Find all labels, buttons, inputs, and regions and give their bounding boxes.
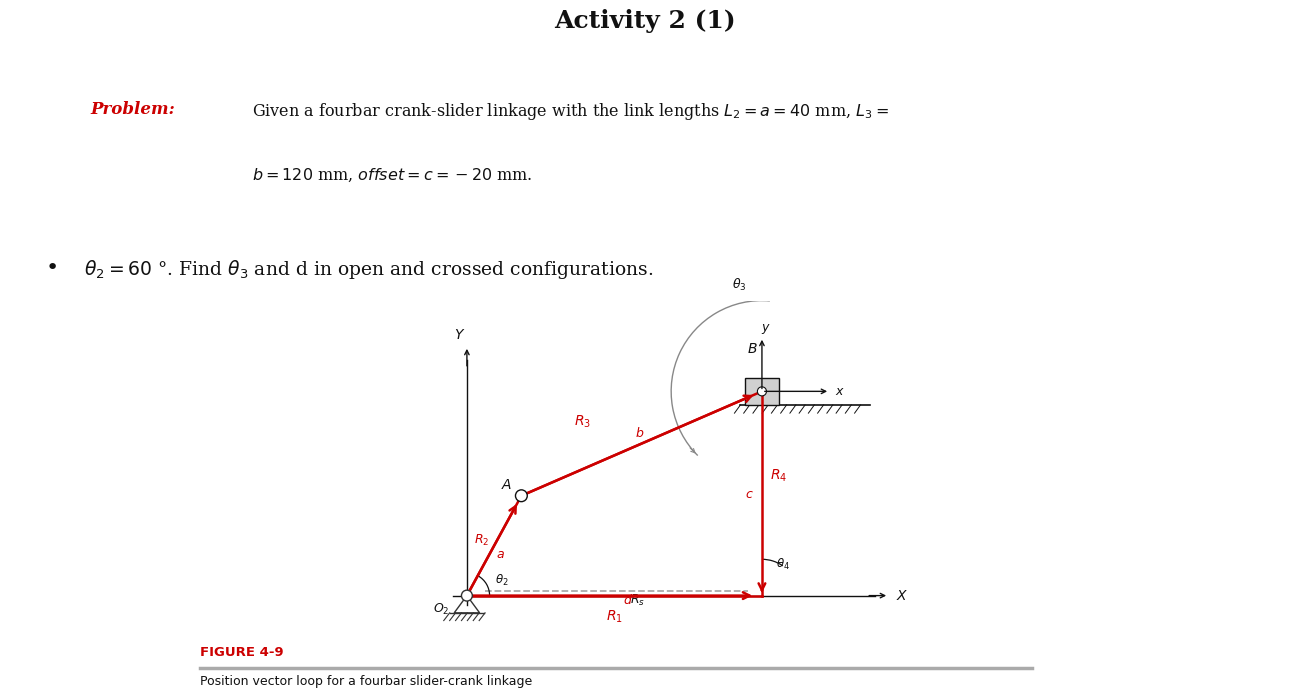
Text: $\theta_4$: $\theta_4$ (775, 556, 789, 572)
Text: $R_s$: $R_s$ (631, 593, 645, 608)
Text: $R_4$: $R_4$ (770, 468, 787, 484)
Text: $R_1$: $R_1$ (606, 609, 623, 625)
Text: $x$: $x$ (835, 385, 845, 398)
Text: Given a fourbar crank-slider linkage with the link lengths $L_2 = a = 40$ mm, $L: Given a fourbar crank-slider linkage wit… (252, 101, 889, 122)
Text: $y$: $y$ (761, 322, 770, 336)
Bar (744, 377, 779, 405)
Text: $R_3$: $R_3$ (574, 413, 591, 430)
Text: $b$: $b$ (635, 426, 644, 440)
Circle shape (757, 387, 766, 396)
Text: FIGURE 4-9: FIGURE 4-9 (200, 646, 284, 658)
Text: Problem:: Problem: (90, 101, 175, 117)
Text: $c$: $c$ (744, 488, 753, 501)
Text: Activity 2 (1): Activity 2 (1) (555, 10, 735, 34)
Text: Position vector loop for a fourbar slider-crank linkage: Position vector loop for a fourbar slide… (200, 675, 533, 689)
Text: $a$: $a$ (497, 549, 506, 561)
Circle shape (462, 590, 472, 601)
Text: $\theta_3$: $\theta_3$ (731, 278, 747, 294)
Text: $O_2$: $O_2$ (433, 602, 449, 617)
Text: $Y$: $Y$ (454, 328, 466, 342)
Text: $R_2$: $R_2$ (473, 533, 489, 547)
Text: $b = 120$ mm, $\mathit{offset} = c = -20$ mm.: $b = 120$ mm, $\mathit{offset} = c = -20… (252, 167, 533, 184)
Text: $\theta_2 = 60$ °. Find $\theta_3$ and d in open and crossed configurations.: $\theta_2 = 60$ °. Find $\theta_3$ and d… (84, 258, 653, 281)
Text: •: • (45, 258, 58, 278)
Text: $\theta_2$: $\theta_2$ (495, 573, 508, 589)
Text: $X$: $X$ (895, 589, 908, 603)
Text: $A$: $A$ (501, 478, 512, 492)
Text: $B$: $B$ (747, 342, 757, 356)
Circle shape (516, 490, 528, 502)
Text: $d$: $d$ (623, 593, 633, 607)
